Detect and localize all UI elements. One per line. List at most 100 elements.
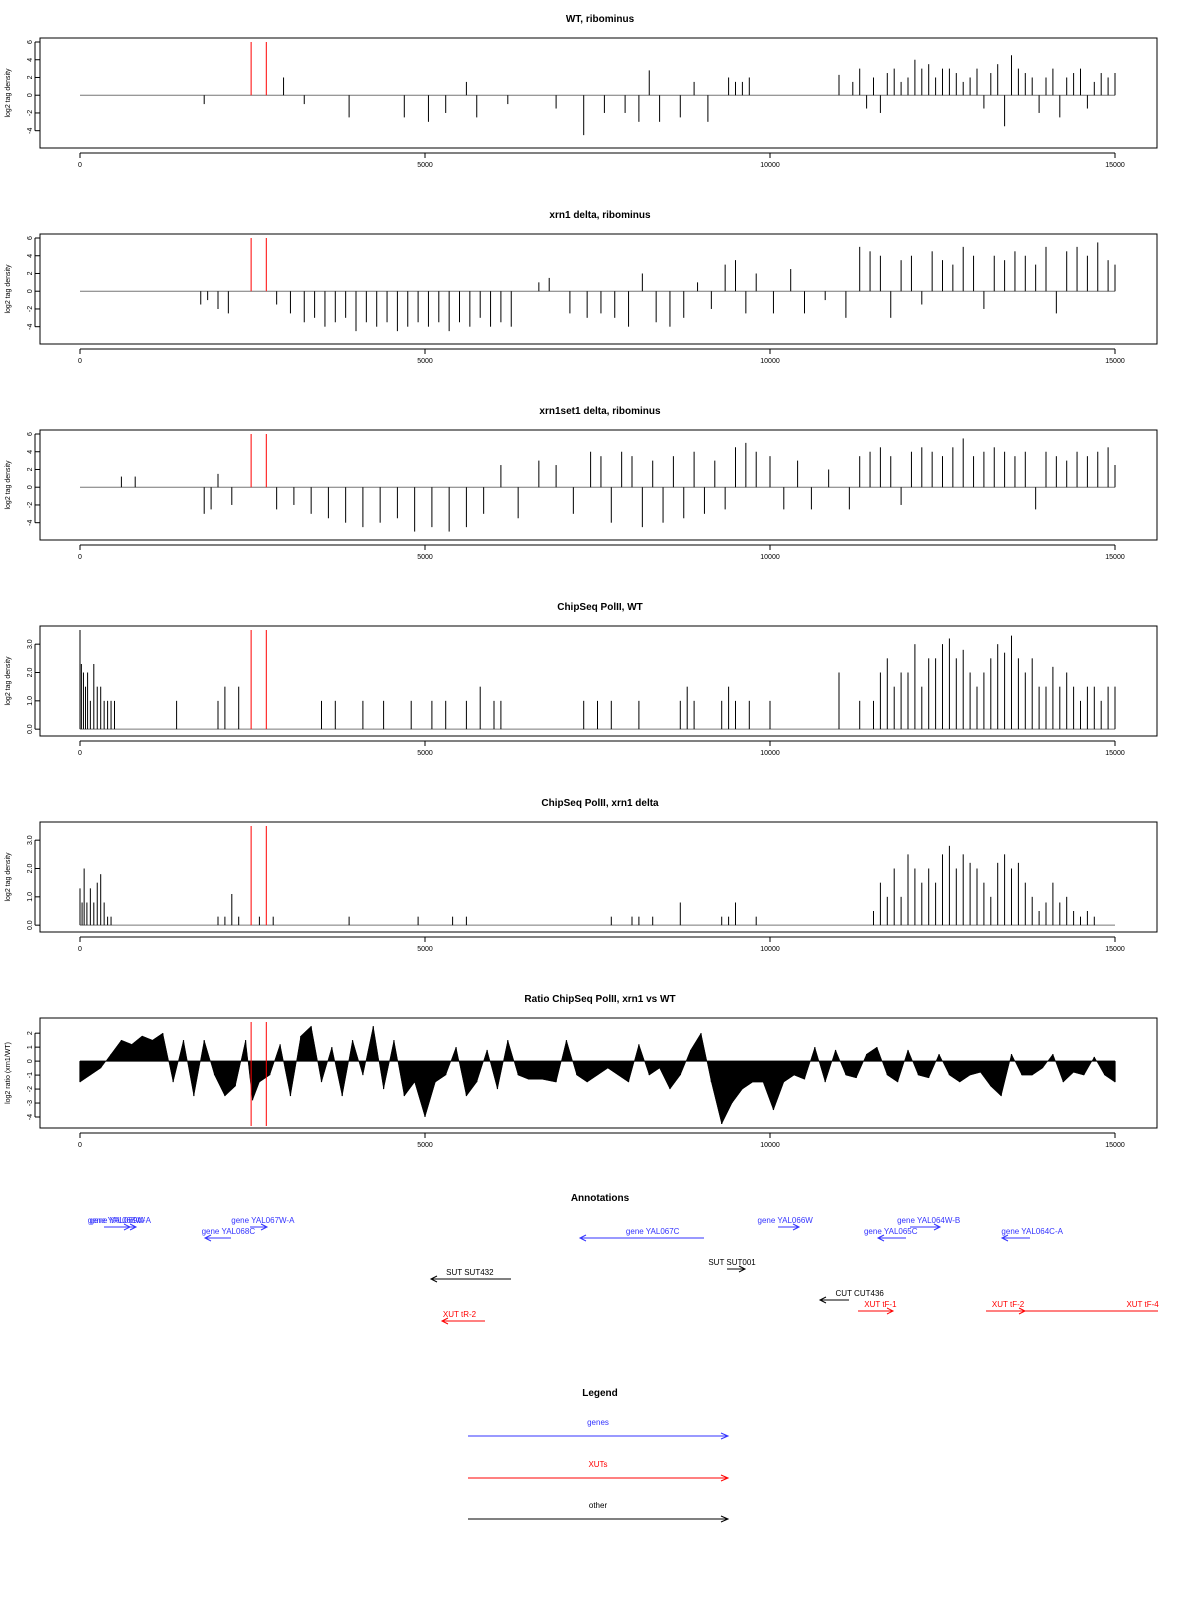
- x-tick-label: 5000: [417, 750, 433, 757]
- plot-frame: [39, 821, 1158, 933]
- arrow-head-left: [429, 1275, 438, 1283]
- x-tick-label: 10000: [760, 358, 780, 365]
- y-tick-label: 6: [27, 432, 34, 436]
- x-tick-label: 15000: [1105, 1142, 1125, 1149]
- annotation-label: gene YAL069W: [90, 1216, 146, 1225]
- annotation-label: gene YAL064C-A: [1001, 1227, 1063, 1236]
- x-tick-label: 15000: [1105, 162, 1125, 169]
- annotation-item: gene YAL065C: [864, 1227, 918, 1242]
- legend-arrow-head: [720, 1474, 730, 1482]
- plot-frame: [39, 37, 1158, 149]
- annotation-item: gene YAL064C-A: [1000, 1227, 1064, 1242]
- y-tick-label: 0: [27, 289, 34, 293]
- arrow-head-left: [203, 1234, 212, 1242]
- x-tick-label: 0: [78, 750, 82, 757]
- y-tick-label: -2: [27, 1086, 34, 1092]
- y-tick-label: 1.0: [27, 696, 34, 706]
- annotation-label: gene YAL068C: [202, 1227, 256, 1236]
- annotation-label: gene YAL067W-A: [231, 1216, 295, 1225]
- y-tick-label: 2.0: [27, 864, 34, 874]
- x-tick-label: 5000: [417, 358, 433, 365]
- series-data: [79, 630, 1116, 730]
- y-axis: 0.0 1.0 2.0 3.0: [27, 835, 40, 930]
- arrow-head-right: [260, 1223, 269, 1231]
- plot-panels: WT, ribominus log2 tag density -4 -2 0 2 4 6 0 50…: [5, 14, 1158, 1149]
- annotation-label: gene YAL068W-A: [88, 1216, 152, 1225]
- y-tick-label: 4: [27, 58, 34, 62]
- x-tick-label: 5000: [417, 554, 433, 561]
- y-tick-label: 2: [27, 75, 34, 79]
- x-axis: 0 5000 10000 15000: [78, 936, 1125, 953]
- annotation-item: XUT tF-1: [858, 1300, 897, 1315]
- panel-title: xrn1set1 delta, ribominus: [539, 406, 661, 417]
- y-tick-label: -4: [27, 519, 34, 525]
- arrow-head-left: [1000, 1234, 1009, 1242]
- legend-arrow-head: [720, 1432, 730, 1440]
- annotation-item: XUT tR-2: [440, 1310, 485, 1325]
- x-tick-label: 10000: [760, 946, 780, 953]
- x-tick-label: 0: [78, 946, 82, 953]
- x-tick-label: 5000: [417, 162, 433, 169]
- y-tick-label: -4: [27, 127, 34, 133]
- annotation-label: SUT SUT001: [708, 1258, 756, 1267]
- arrow-head-right: [792, 1223, 801, 1231]
- annotations-title: Annotations: [571, 1193, 630, 1204]
- panel-3: xrn1set1 delta, ribominus log2 tag densit…: [5, 406, 1158, 561]
- legend-label: other: [589, 1501, 608, 1510]
- y-tick-label: 3.0: [27, 835, 34, 845]
- panel-4: ChipSeq PolII, WT log2 tag density 0.0 1.0 2…: [5, 602, 1158, 757]
- y-axis-label: log2 ratio (xrn1/WT): [5, 1042, 12, 1104]
- arrow-head-left: [440, 1317, 449, 1325]
- series-data: [120, 438, 1116, 532]
- y-tick-label: -4: [27, 323, 34, 329]
- y-tick-label: -2: [27, 306, 34, 312]
- x-tick-label: 5000: [417, 946, 433, 953]
- y-tick-label: 6: [27, 236, 34, 240]
- arrow-head-left: [876, 1234, 885, 1242]
- legend: Legend genes XUTs other: [468, 1388, 730, 1523]
- annotation-item: SUT SUT001: [708, 1258, 756, 1273]
- y-tick-label: 2: [27, 1031, 34, 1035]
- x-tick-label: 0: [78, 162, 82, 169]
- panel-6: Ratio ChipSeq PolII, xrn1 vs WT log2 rati…: [5, 994, 1158, 1149]
- y-axis: -4 -2 0 2 4 6: [27, 432, 40, 526]
- y-axis-label: log2 tag density: [5, 264, 12, 314]
- y-tick-label: -1: [27, 1072, 34, 1078]
- y-tick-label: 3.0: [27, 639, 34, 649]
- annotation-item: gene YAL066W: [758, 1216, 813, 1231]
- x-axis: 0 5000 10000 15000: [78, 1132, 1125, 1149]
- y-tick-label: 2.0: [27, 668, 34, 678]
- legend-label: genes: [587, 1418, 609, 1427]
- annotation-item: gene YAL067W-A: [231, 1216, 295, 1231]
- annotation-item: gene YAL068C: [202, 1227, 256, 1242]
- plot-frame: [39, 233, 1158, 345]
- annotation-item: gene YAL068W-A: [88, 1216, 152, 1231]
- x-tick-label: 10000: [760, 1142, 780, 1149]
- y-tick-label: 0.0: [27, 724, 34, 734]
- panel-5: ChipSeq PolII, xrn1 delta log2 tag densit…: [5, 798, 1158, 953]
- y-tick-label: 0.0: [27, 920, 34, 930]
- x-axis: 0 5000 10000 15000: [78, 348, 1125, 365]
- x-axis: 0 5000 10000 15000: [78, 544, 1125, 561]
- annotation-label: XUT tF-1: [864, 1300, 897, 1309]
- y-axis: -4 -2 0 2 4 6: [27, 236, 40, 330]
- annotation-item: XUT tF-4: [1025, 1300, 1159, 1312]
- annotation-label: XUT tF-4: [1126, 1300, 1159, 1309]
- legend-entry: other: [468, 1501, 730, 1523]
- y-tick-label: 4: [27, 450, 34, 454]
- panel-title: WT, ribominus: [566, 14, 635, 25]
- annotation-label: SUT SUT432: [446, 1268, 494, 1277]
- y-tick-label: 4: [27, 254, 34, 258]
- plot-frame: [39, 625, 1158, 737]
- legend-label: XUTs: [588, 1460, 607, 1469]
- annotation-label: gene YAL065C: [864, 1227, 918, 1236]
- x-tick-label: 15000: [1105, 554, 1125, 561]
- annotation-item: gene YAL067C: [578, 1227, 704, 1242]
- panel-title: ChipSeq PolII, WT: [557, 602, 643, 613]
- y-axis: 0.0 1.0 2.0 3.0: [27, 639, 40, 734]
- panel-1: WT, ribominus log2 tag density -4 -2 0 2 4 6 0 50…: [5, 14, 1158, 169]
- legend-entry: genes: [468, 1418, 730, 1440]
- y-axis-label: log2 tag density: [5, 460, 12, 510]
